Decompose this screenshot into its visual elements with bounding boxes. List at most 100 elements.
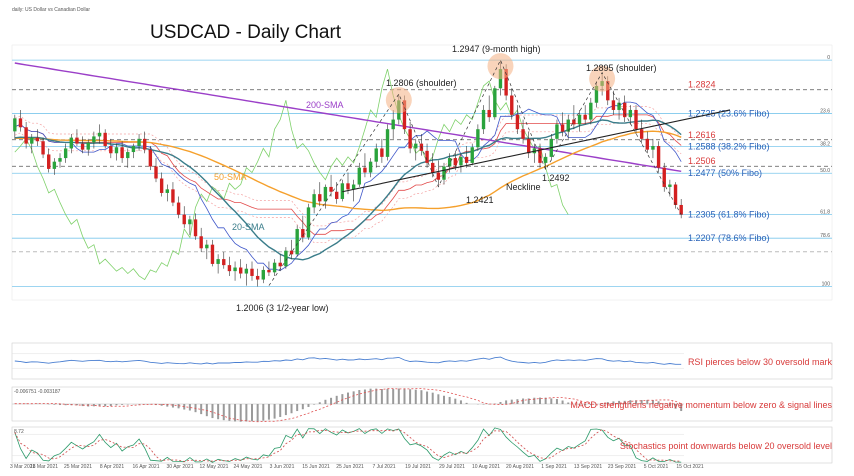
candle-body <box>120 147 124 159</box>
candle-body <box>335 191 339 199</box>
macd-histogram-bar <box>245 404 248 422</box>
macd-histogram-bar <box>234 404 237 422</box>
chart-header: daily: US Dollar vs Canadian Dollar <box>12 7 90 13</box>
macd-histogram-bar <box>324 399 327 404</box>
candle-body <box>425 150 429 163</box>
candle-body <box>481 109 486 130</box>
candle-body <box>346 183 350 190</box>
date-tick-label: 23 Sep 2021 <box>608 464 637 470</box>
indicator-annotation: RSI pierces below 30 oversold mark <box>688 357 833 367</box>
candle-body <box>193 219 198 237</box>
candle-body <box>368 161 373 173</box>
macd-histogram-bar <box>561 400 564 404</box>
ma-label: 20-SMA <box>232 222 265 232</box>
date-tick-label: 7 Jul 2021 <box>372 464 395 470</box>
macd-histogram-bar <box>550 398 553 404</box>
candle-body <box>583 114 587 120</box>
macd-histogram-bar <box>177 404 180 409</box>
rsi-panel: RSI pierces below 30 oversold mark <box>11 342 833 380</box>
macd-histogram-bar <box>448 396 451 404</box>
macd-histogram-bar <box>612 401 615 404</box>
candle-body <box>606 81 610 101</box>
macd-histogram-bar <box>397 388 400 404</box>
candle-body <box>154 166 158 179</box>
macd-histogram-bar <box>228 404 231 421</box>
macd-histogram-bar <box>601 403 604 404</box>
candle-body <box>385 129 390 157</box>
macd-histogram-bar <box>459 400 462 404</box>
date-tick-label: 25 Jun 2021 <box>336 464 364 470</box>
candle-body <box>577 114 582 125</box>
candle-body <box>351 184 356 190</box>
macd-histogram-bar <box>267 404 270 420</box>
macd-histogram-bar <box>256 404 259 422</box>
date-tick-label: 5 Oct 2021 <box>644 464 669 470</box>
price-annotation: 1.2421 <box>466 195 494 205</box>
candle-body <box>510 95 514 115</box>
macd-histogram-bar <box>646 399 649 404</box>
macd-histogram-bar <box>454 398 457 404</box>
macd-histogram-bar <box>651 400 654 404</box>
macd-histogram-bar <box>279 404 282 417</box>
resistance-label: 1.2506 <box>688 156 716 166</box>
candle-body <box>436 172 441 180</box>
macd-histogram-bar <box>522 398 525 404</box>
macd-histogram-bar <box>104 404 107 407</box>
macd-histogram-bar <box>75 404 78 406</box>
candle-body <box>651 146 655 150</box>
macd-histogram-bar <box>335 395 338 404</box>
candle-body <box>171 189 175 203</box>
candle-body <box>80 143 85 150</box>
candle-body <box>453 158 457 166</box>
fib-level-label: 1.2207 (78.6% Fibo) <box>688 233 770 243</box>
macd-histogram-bar <box>635 400 637 404</box>
macd-histogram-bar <box>290 404 293 414</box>
macd-histogram-bar <box>392 388 395 404</box>
candle-body <box>391 119 395 130</box>
macd-histogram-bar <box>510 399 513 404</box>
macd-histogram-bar <box>414 389 417 404</box>
sma-200-line <box>14 62 682 172</box>
indicator-annotation: MACD strengthens negative momentum below… <box>570 400 832 410</box>
macd-histogram-bar <box>567 402 570 404</box>
macd-histogram-bar <box>555 398 558 404</box>
candle-body <box>131 146 136 153</box>
candle-body <box>255 275 260 280</box>
candle-body <box>289 250 294 255</box>
candle-body <box>75 137 79 144</box>
candle-body <box>560 124 565 132</box>
date-tick-label: 10 Aug 2021 <box>472 464 500 470</box>
candle-body <box>222 259 226 266</box>
candle-body <box>318 194 322 202</box>
candle-body <box>114 147 119 154</box>
fib-level-label: 1.2305 (61.8% Fibo) <box>688 210 770 220</box>
macd-histogram-bar <box>680 404 683 412</box>
macd-histogram-bar <box>200 404 203 415</box>
candle-body <box>126 152 130 159</box>
conversion-line <box>14 101 682 271</box>
macd-histogram-bar <box>92 404 95 407</box>
candle-body <box>594 85 599 103</box>
macd-histogram-bar <box>426 391 429 404</box>
candle-body <box>487 109 491 118</box>
macd-histogram-bar <box>657 401 660 404</box>
candle-body <box>272 262 277 273</box>
macd-histogram-bar <box>205 404 208 417</box>
fib-ratio-label: 38.2 <box>820 142 830 148</box>
candle-body <box>295 229 299 255</box>
candle-body <box>555 124 559 139</box>
macd-histogram-bar <box>465 402 468 404</box>
candle-body <box>216 259 220 264</box>
candle-body <box>414 143 418 149</box>
candle-body <box>656 146 661 168</box>
candle-body <box>572 119 576 125</box>
macd-signal-line <box>14 388 682 423</box>
date-tick-label: 16 Apr 2021 <box>133 464 160 470</box>
macd-histogram-bar <box>443 395 445 404</box>
candle-body <box>668 184 672 187</box>
macd-histogram-bar <box>420 390 423 404</box>
candle-body <box>493 88 497 118</box>
macd-histogram-bar <box>533 397 536 404</box>
macd-histogram-bar <box>544 397 547 404</box>
macd-histogram-bar <box>668 404 671 407</box>
